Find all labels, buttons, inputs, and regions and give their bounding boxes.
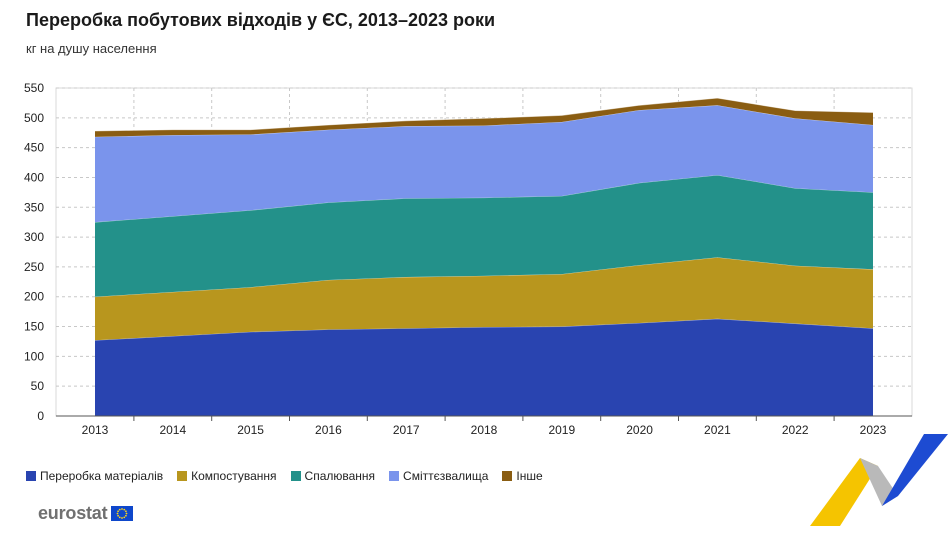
legend-label: Переробка матеріалів <box>40 469 164 483</box>
legend-label: Сміттєзвалища <box>403 469 489 483</box>
legend-item: Спалювання <box>290 469 376 483</box>
x-tick-label: 2017 <box>393 423 420 437</box>
y-tick-label: 200 <box>24 290 44 304</box>
area-series-3 <box>95 105 873 223</box>
y-tick-label: 150 <box>24 320 44 334</box>
brand-name: eurostat <box>38 503 108 523</box>
area-series-0 <box>95 318 873 416</box>
legend-label: Інше <box>516 469 543 483</box>
x-tick-label: 2018 <box>471 423 498 437</box>
x-tick-label: 2014 <box>159 423 186 437</box>
axis-layer: 0 50 100 150 200 250 300 350 400 450 500 550 2013 201… <box>24 81 912 437</box>
legend-label: Компостування <box>191 469 277 483</box>
y-tick-label: 550 <box>24 81 44 95</box>
eu-flag-icon <box>111 506 134 521</box>
x-tick-label: 2019 <box>548 423 575 437</box>
chart-subtitle: кг на душу населення <box>26 41 157 56</box>
area-series-4 <box>95 98 873 137</box>
y-tick-label: 50 <box>31 379 45 393</box>
legend-item: Компостування <box>177 469 277 483</box>
y-tick-label: 450 <box>24 141 44 155</box>
chart-legend: Переробка матеріалів Компостування Спалюва… <box>26 469 543 483</box>
legend-swatch <box>502 471 513 481</box>
y-tick-label: 250 <box>24 260 44 274</box>
legend-swatch <box>389 471 400 481</box>
legend-swatch <box>177 471 188 481</box>
legend-swatch <box>26 471 36 481</box>
y-tick-label: 400 <box>24 170 44 184</box>
x-tick-label: 2020 <box>626 423 653 437</box>
area-series-2 <box>95 175 873 297</box>
legend-item: Сміттєзвалища <box>389 469 488 483</box>
legend-swatch <box>290 471 301 481</box>
legend-item: Інше <box>502 469 543 483</box>
area-series-edge-4 <box>94 97 874 132</box>
legend-label: Спалювання <box>304 469 376 483</box>
y-tick-label: 0 <box>37 409 44 423</box>
chart-title: Переробка побутових відходів у ЄС, 2013–… <box>26 10 496 30</box>
eurostat-brand: eurostat <box>38 503 134 524</box>
area-layer <box>94 97 874 416</box>
y-tick-label: 350 <box>24 200 44 214</box>
x-tick-label: 2013 <box>82 423 109 437</box>
x-tick-label: 2016 <box>315 423 342 437</box>
y-tick-label: 500 <box>24 111 44 125</box>
area-series-1 <box>95 257 873 341</box>
y-tick-label: 300 <box>24 230 44 244</box>
y-tick-label: 100 <box>24 349 44 363</box>
x-tick-label: 2023 <box>860 423 887 437</box>
x-tick-label: 2022 <box>782 423 809 437</box>
x-tick-label: 2021 <box>704 423 731 437</box>
x-tick-label: 2015 <box>237 423 264 437</box>
eurostat-ribbon-decoration <box>810 434 948 526</box>
legend-item: Переробка матеріалів <box>26 469 163 483</box>
